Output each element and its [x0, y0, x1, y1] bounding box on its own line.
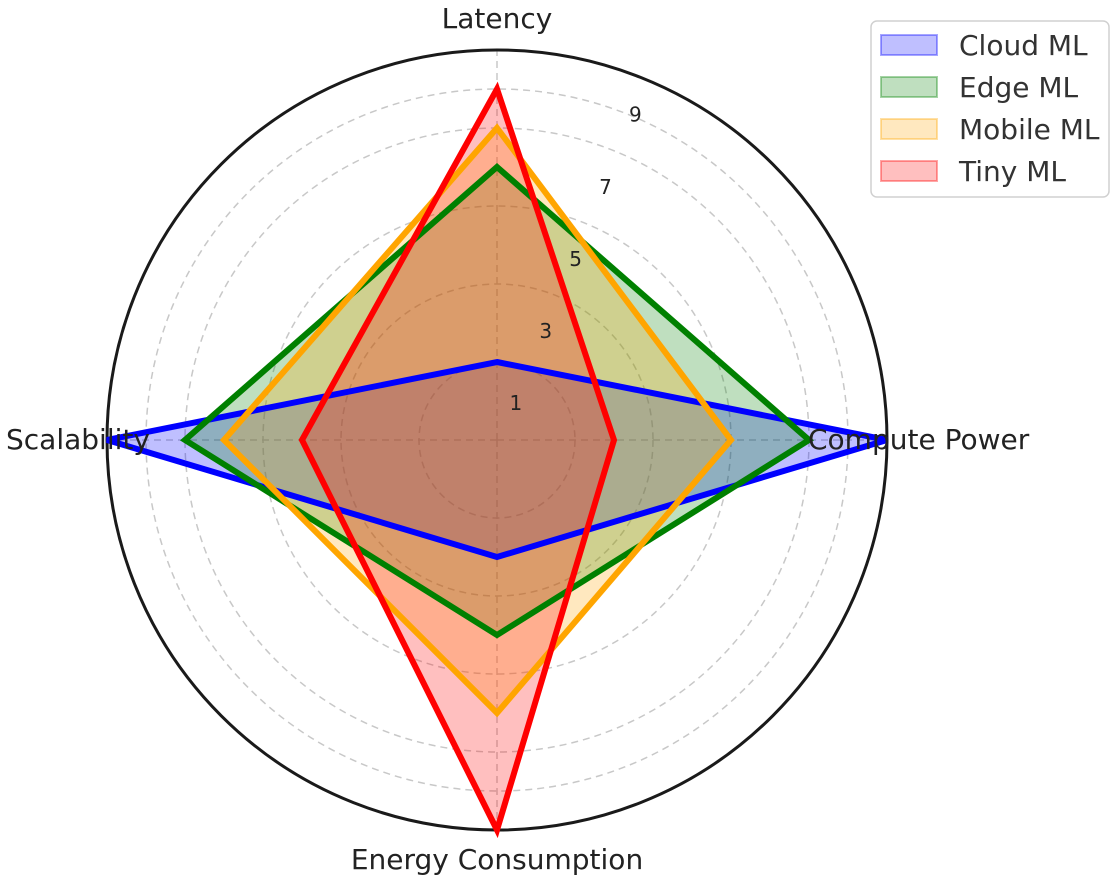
legend-label: Edge ML	[959, 71, 1079, 104]
legend-box	[870, 20, 1110, 198]
legend-label: Cloud ML	[959, 29, 1088, 62]
r-tick-label: 3	[539, 319, 552, 343]
r-tick-label: 5	[569, 247, 582, 271]
axis-label-scalability: Scalability	[6, 423, 150, 456]
axis-label-layer: Latency Compute Power Energy Consumption Sc…	[6, 2, 1030, 876]
series-fill-tiny-ml	[302, 89, 614, 830]
axis-label-latency: Latency	[442, 2, 553, 35]
axis-label-compute-power: Compute Power	[808, 423, 1030, 456]
r-tick-label: 1	[510, 391, 523, 415]
series-fill-cloud-ml	[107, 362, 887, 557]
legend-swatch	[880, 160, 938, 182]
r-tick-label: 9	[629, 103, 642, 127]
legend-swatch	[880, 76, 938, 98]
series-line-tiny-ml	[298, 81, 618, 839]
axis-label-energy-consumption: Energy Consumption	[351, 843, 643, 876]
legend-label: Mobile ML	[959, 113, 1100, 146]
legend-swatch	[880, 34, 938, 56]
series-line-mobile-ml	[219, 123, 735, 718]
legend: Cloud ML Edge ML Mobile ML Tiny ML	[870, 20, 1110, 198]
r-tick-label: 7	[599, 175, 612, 199]
tick-layer: 1 3 5 7 9	[510, 103, 642, 415]
series-line-cloud-ml	[106, 358, 888, 561]
legend-swatch	[880, 118, 938, 140]
series-line-edge-ml	[179, 163, 815, 639]
series-layer	[106, 81, 888, 839]
legend-label: Tiny ML	[958, 155, 1066, 188]
